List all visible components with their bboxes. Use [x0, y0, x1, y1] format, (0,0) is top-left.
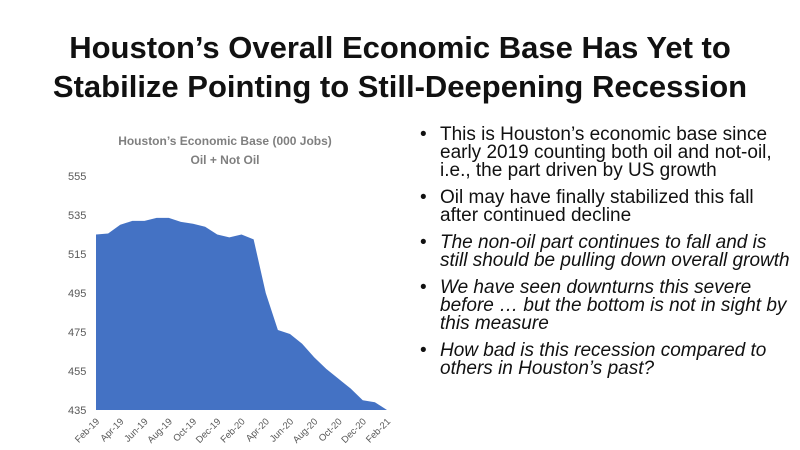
y-tick-label: 495: [68, 288, 86, 300]
bullet-item-5: • How bad is this recession compared to o…: [420, 340, 795, 379]
y-tick-label: 455: [68, 366, 86, 378]
bullet-dot: •: [420, 124, 427, 145]
x-tick-label: Dec-19: [194, 416, 223, 445]
series-area: [96, 217, 387, 410]
x-tick-label: Jun-20: [268, 416, 296, 444]
bullet-text-5: How bad is this recession compared to ot…: [440, 340, 767, 379]
bullet-item-2: • Oil may have finally stabilized this fa…: [420, 187, 795, 226]
x-tick-label: Feb-20: [219, 416, 248, 445]
bullet-text-4: We have seen downturns this severe befor…: [440, 277, 787, 334]
bullet-dot: •: [420, 340, 427, 361]
slide-title-line-1: Houston’s Overall Economic Base Has Yet …: [69, 30, 731, 65]
bullet-dot: •: [420, 277, 427, 298]
x-tick-label: Aug-20: [291, 416, 320, 445]
x-tick-label: Aug-19: [145, 416, 174, 445]
bullet-list: • This is Houston’s economic base since e…: [420, 124, 795, 387]
bullet-dot: •: [420, 232, 427, 253]
chart-svg: 435455475495515535555Feb-19Apr-19Jun-19A…: [68, 171, 393, 446]
bullet-item-4: • We have seen downturns this severe befo…: [420, 277, 795, 334]
chart-title-block: Houston’s Economic Base (000 Jobs) Oil +…: [80, 132, 370, 170]
y-tick-label: 515: [68, 249, 86, 261]
slide-title: Houston’s Overall Economic Base Has Yet …: [0, 28, 800, 106]
bullet-text-1: This is Houston’s economic base since ea…: [440, 124, 772, 181]
x-tick-label: Feb-19: [73, 416, 102, 445]
y-tick-label: 475: [68, 327, 86, 339]
bullet-text-3: The non-oil part continues to fall and i…: [440, 232, 790, 271]
slide-title-line-2: Stabilize Pointing to Still-Deepening Re…: [52, 69, 748, 104]
bullet-item-1: • This is Houston’s economic base since e…: [420, 124, 795, 181]
x-tick-label: Jun-19: [122, 416, 150, 444]
y-tick-label: 555: [68, 171, 86, 183]
y-tick-label: 535: [68, 210, 86, 222]
economic-base-chart: 435 455 475 495 515 535 555 Feb-19 Apr-19 Jun-19 A…: [40, 128, 400, 450]
bullet-dot: •: [420, 187, 427, 208]
x-tick-label: Apr-20: [244, 416, 272, 444]
chart-subtitle: Oil + Not Oil: [190, 153, 260, 167]
y-tick-label: 435: [68, 405, 86, 417]
x-tick-label: Feb-21: [364, 416, 393, 445]
x-tick-label: Apr-19: [98, 416, 126, 444]
chart-title: Houston’s Economic Base (000 Jobs): [118, 134, 332, 148]
bullet-text-2: Oil may have finally stabilized this fal…: [440, 187, 754, 226]
x-tick-label: Dec-20: [339, 416, 368, 445]
bullet-item-3: • The non-oil part continues to fall and …: [420, 232, 795, 271]
